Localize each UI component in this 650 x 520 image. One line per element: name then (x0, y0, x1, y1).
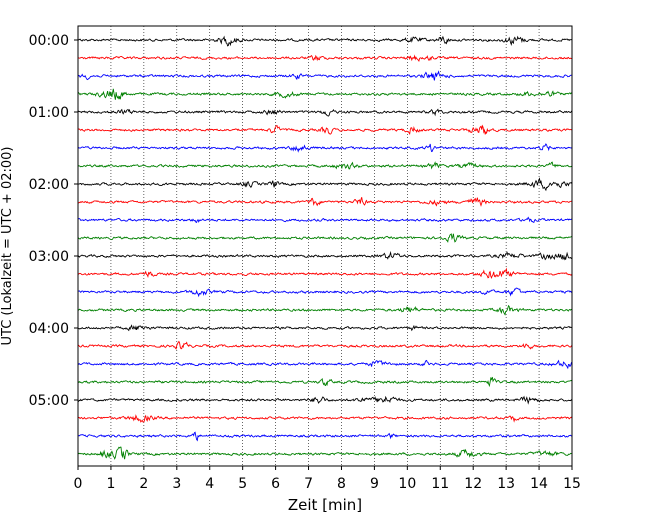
trace-0030 (77, 70, 573, 81)
trace-0430 (77, 359, 573, 370)
trace-0415 (77, 340, 573, 350)
y-tick-label: 05:00 (29, 393, 69, 409)
y-tick-label: 04:00 (29, 321, 69, 337)
trace-0015 (77, 54, 573, 63)
y-tick-label: 00:00 (29, 33, 69, 49)
trace-0145 (77, 161, 573, 170)
y-tick-label: 02:00 (29, 177, 69, 193)
x-tick-label: 8 (337, 476, 346, 492)
x-tick-label: 1 (106, 476, 115, 492)
y-tick-label: 01:00 (29, 105, 69, 121)
x-tick-label: 15 (563, 476, 581, 492)
x-tick-label: 14 (530, 476, 548, 492)
y-axis-label: UTC (Lokalzeit = UTC + 02:00) (0, 147, 15, 346)
trace-0445 (77, 376, 573, 388)
trace-0115 (77, 124, 573, 135)
x-tick-label: 6 (271, 476, 280, 492)
x-tick-label: 13 (497, 476, 515, 492)
y-tick-label: 03:00 (29, 249, 69, 265)
trace-0215 (77, 197, 573, 207)
plot-frame (77, 25, 573, 467)
x-tick-label: 5 (238, 476, 247, 492)
x-tick-label: 7 (304, 476, 313, 492)
x-tick-label: 4 (205, 476, 214, 492)
trace-0545 (77, 446, 573, 460)
trace-0130 (77, 143, 573, 153)
traces (77, 35, 573, 460)
trace-0000 (77, 35, 573, 47)
x-axis-label: Zeit [min] (288, 496, 362, 514)
trace-0315 (77, 267, 573, 280)
trace-0100 (77, 108, 573, 117)
trace-0515 (77, 414, 573, 423)
trace-0500 (77, 395, 573, 405)
x-tick-label: 2 (139, 476, 148, 492)
x-tick-label: 12 (464, 476, 482, 492)
trace-0200 (77, 177, 573, 192)
x-tick-label: 3 (172, 476, 181, 492)
x-tick-label: 11 (431, 476, 449, 492)
grid (110, 26, 540, 466)
trace-0345 (77, 304, 573, 316)
x-tick-label: 10 (398, 476, 416, 492)
trace-0530 (77, 431, 573, 442)
trace-0400 (77, 324, 573, 332)
x-axis: 0 1 2 3 4 5 6 7 8 9 10 11 12 13 14 15 (74, 466, 581, 492)
x-tick-label: 9 (370, 476, 379, 492)
x-tick-label: 0 (74, 476, 83, 492)
trace-0245 (77, 233, 573, 243)
trace-0300 (77, 250, 573, 261)
trace-0045 (77, 88, 573, 100)
y-axis: 00:00 01:00 02:00 03:00 04:00 05:00 (29, 33, 78, 409)
trace-0230 (77, 216, 573, 224)
trace-0330 (77, 287, 573, 298)
